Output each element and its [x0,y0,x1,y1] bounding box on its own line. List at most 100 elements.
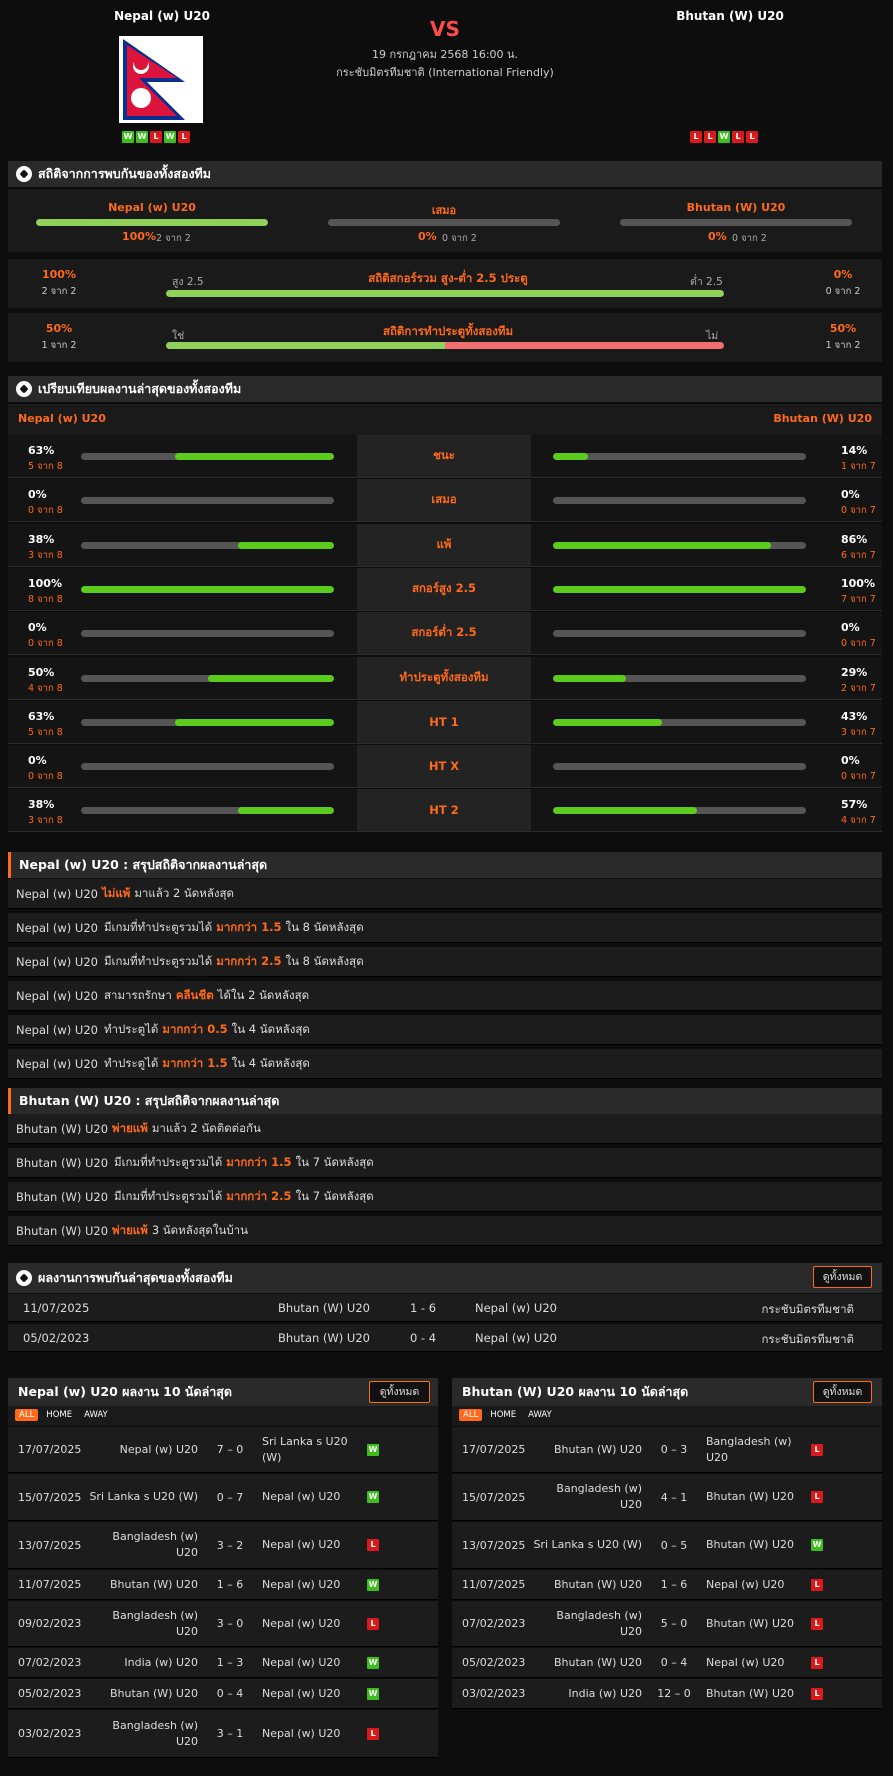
fixture-away-team[interactable]: Nepal (w) U20 [706,1655,785,1669]
fixture-away-team[interactable]: Bhutan (W) U20 [706,1686,795,1700]
fixture-row[interactable]: 03/02/2023 India (w) U20 12 – 0 Bhutan (W) … [452,1679,882,1709]
h2h-draw-label: เสมอ [431,204,457,217]
fixture-home-team[interactable]: Nepal (w) U20 [119,1442,198,1456]
btts-no-label: ไม่ [706,330,719,342]
fixture-score: 1 – 6 [216,1578,244,1591]
fixture-date: 05/02/2023 [18,1687,82,1700]
btts-yes-label: ใช่ [172,330,185,342]
fixture-row[interactable]: 13/07/2025 Bangladesh (w) U20 3 – 2 Nepal (… [8,1522,438,1569]
compare-left-cell: 50% 4 จาก 8 [8,656,357,699]
fixture-away-team[interactable]: Bhutan (W) U20 [706,1538,795,1551]
h2h-draw-bar [328,219,560,226]
tab-away[interactable]: AWAY [84,1410,108,1420]
fixture-home-team[interactable]: Bhutan (W) U20 [553,1577,642,1591]
result-badge: W [367,1443,379,1456]
fixture-away-team[interactable]: Sri Lanka s U20 (W) [262,1434,348,1464]
summary-row: Bhutan (W) U20 พ่ายแพ้ 3 นัดหลังสุดในบ้าน [8,1216,882,1246]
fixture-row[interactable]: 05/02/2023 Bhutan (W) U20 0 – 4 Nepal (w) U… [8,1679,438,1709]
h2h-result-panel: Nepal (w) U20 100% 2 จาก 2 เสมอ 0% 0 จาก… [8,189,882,252]
home-team-name[interactable]: Nepal (w) U20 [114,9,210,23]
right-pct: 43% [841,709,868,723]
fixture-row[interactable]: 17/07/2025 Nepal (w) U20 7 – 0 Sri Lanka s … [8,1427,438,1473]
home-tabs-bar [8,1406,438,1426]
fixture-home-team[interactable]: Bhutan (W) U20 [109,1577,198,1591]
fixture-away-team[interactable]: Nepal (w) U20 [262,1577,341,1591]
fixture-home-team[interactable]: India (w) U20 [568,1686,642,1700]
compare-home-team[interactable]: Nepal (w) U20 [18,412,106,425]
left-bar [81,807,334,815]
tab-home[interactable]: HOME [46,1410,73,1420]
summary-suffix: 3 นัดหลังสุดในบ้าน [151,1222,248,1237]
fixture-row[interactable]: 15/07/2025 Bangladesh (w) U20 4 – 1 Bhutan … [452,1474,882,1521]
right-bar [553,497,806,505]
match-home-team[interactable]: Bhutan (W) U20 [277,1331,370,1345]
fixture-home-team[interactable]: Bangladesh (w) U20 [112,1718,198,1748]
summary-highlight: มากกว่า 1.5 [216,919,282,934]
fixture-away-team[interactable]: Nepal (w) U20 [262,1538,341,1551]
right-pct: 100% [841,576,875,590]
fixture-row[interactable]: 17/07/2025 Bhutan (W) U20 0 – 3 Bangladesh … [452,1427,882,1473]
fixture-away-team[interactable]: Nepal (w) U20 [262,1490,341,1503]
fixture-away-team[interactable]: Nepal (w) U20 [262,1686,341,1700]
fixture-away-team[interactable]: Nepal (w) U20 [262,1655,341,1669]
match-away-team[interactable]: Nepal (w) U20 [475,1331,557,1345]
section-title: Bhutan (W) U20 ผลงาน 10 นัดล่าสุด [462,1384,689,1399]
left-bar [81,718,334,726]
left-pct: 0% [28,754,47,768]
compare-away-team[interactable]: Bhutan (W) U20 [773,412,872,425]
away-last10-view-all-button[interactable]: ดูทั้งหมด [813,1381,872,1403]
fixture-row[interactable]: 09/02/2023 Bangladesh (w) U20 3 – 0 Nepal (… [8,1601,438,1647]
fixture-home-team[interactable]: Sri Lanka s U20 (W) [533,1538,642,1551]
h2h-view-all-button[interactable]: ดูทั้งหมด [813,1266,872,1288]
compare-right-cell: 0% 0 จาก 7 [531,479,882,522]
h2h-home-pct: 100% [122,230,156,243]
fixture-home-team[interactable]: Bhutan (W) U20 [553,1655,642,1669]
fixture-result-cell: L [807,1570,827,1599]
fixture-away-team[interactable]: Nepal (w) U20 [262,1726,341,1740]
fixture-row[interactable]: 05/02/2023 Bhutan (W) U20 0 – 4 Nepal (w) U… [452,1648,882,1678]
fixture-row[interactable]: 03/02/2023 Bangladesh (w) U20 3 – 1 Nepal (… [8,1710,438,1758]
fixture-home-team[interactable]: Bangladesh (w) U20 [556,1608,642,1638]
fixture-home-team[interactable]: Bhutan (W) U20 [109,1686,198,1700]
fixture-home-team[interactable]: Bangladesh (w) U20 [112,1530,198,1559]
left-count: 0 จาก 8 [28,638,63,650]
match-home-team[interactable]: Bhutan (W) U20 [277,1301,370,1315]
fixture-home-team[interactable]: Bangladesh (w) U20 [556,1482,642,1511]
fixture-row[interactable]: 15/07/2025 Sri Lanka s U20 (W) 0 – 7 Nepal … [8,1474,438,1521]
tab-all[interactable]: ALL [459,1409,483,1421]
fixture-home-team[interactable]: Bangladesh (w) U20 [112,1608,198,1638]
match-away-team[interactable]: Nepal (w) U20 [475,1301,557,1315]
match-score: 0 - 4 [409,1331,437,1345]
fixture-score: 0 – 3 [660,1443,688,1456]
away-team-name[interactable]: Bhutan (W) U20 [676,9,784,23]
fixture-score: 5 – 0 [660,1617,688,1630]
fixture-row[interactable]: 07/02/2023 India (w) U20 1 – 3 Nepal (w) U2… [8,1648,438,1678]
compare-label: สกอร์ต่ำ 2.5 [357,612,531,655]
tab-away[interactable]: AWAY [528,1410,552,1420]
fixture-date: 11/07/2025 [462,1578,526,1591]
right-pct: 0% [841,754,860,768]
tab-home[interactable]: HOME [490,1410,517,1420]
fixture-away-team[interactable]: Nepal (w) U20 [706,1577,785,1591]
fixture-away-team[interactable]: Bhutan (W) U20 [706,1490,795,1503]
fixture-row[interactable]: 07/02/2023 Bangladesh (w) U20 5 – 0 Bhutan … [452,1601,882,1647]
left-bar-fill [237,541,334,549]
fixture-away-team[interactable]: Nepal (w) U20 [262,1616,341,1630]
h2h-match-row[interactable]: 11/07/2025 Bhutan (W) U20 1 - 6 Nepal (w) U… [8,1294,882,1322]
fixture-row[interactable]: 13/07/2025 Sri Lanka s U20 (W) 0 – 5 Bhutan… [452,1522,882,1569]
fixture-home-team[interactable]: Bhutan (W) U20 [553,1442,642,1456]
fixture-home-team[interactable]: Sri Lanka s U20 (W) [89,1490,198,1503]
fixture-away-team[interactable]: Bangladesh (w) U20 [706,1434,792,1464]
fixture-row[interactable]: 11/07/2025 Bhutan (W) U20 1 – 6 Nepal (w) U… [452,1570,882,1600]
result-badge: L [811,1443,823,1456]
left-count: 4 จาก 8 [28,682,63,694]
h2h-match-row[interactable]: 05/02/2023 Bhutan (W) U20 0 - 4 Nepal (w) U… [8,1324,882,1352]
right-count: 7 จาก 7 [841,593,876,605]
fixture-away-team[interactable]: Bhutan (W) U20 [706,1616,795,1630]
home-last10-view-all-button[interactable]: ดูทั้งหมด [369,1381,430,1403]
fixture-row[interactable]: 11/07/2025 Bhutan (W) U20 1 – 6 Nepal (w) U… [8,1570,438,1600]
tab-all[interactable]: ALL [15,1409,39,1421]
fixture-home-team[interactable]: India (w) U20 [124,1655,198,1669]
summary-team: Nepal (w) U20 [16,1022,98,1037]
form-badge: L [150,131,162,143]
